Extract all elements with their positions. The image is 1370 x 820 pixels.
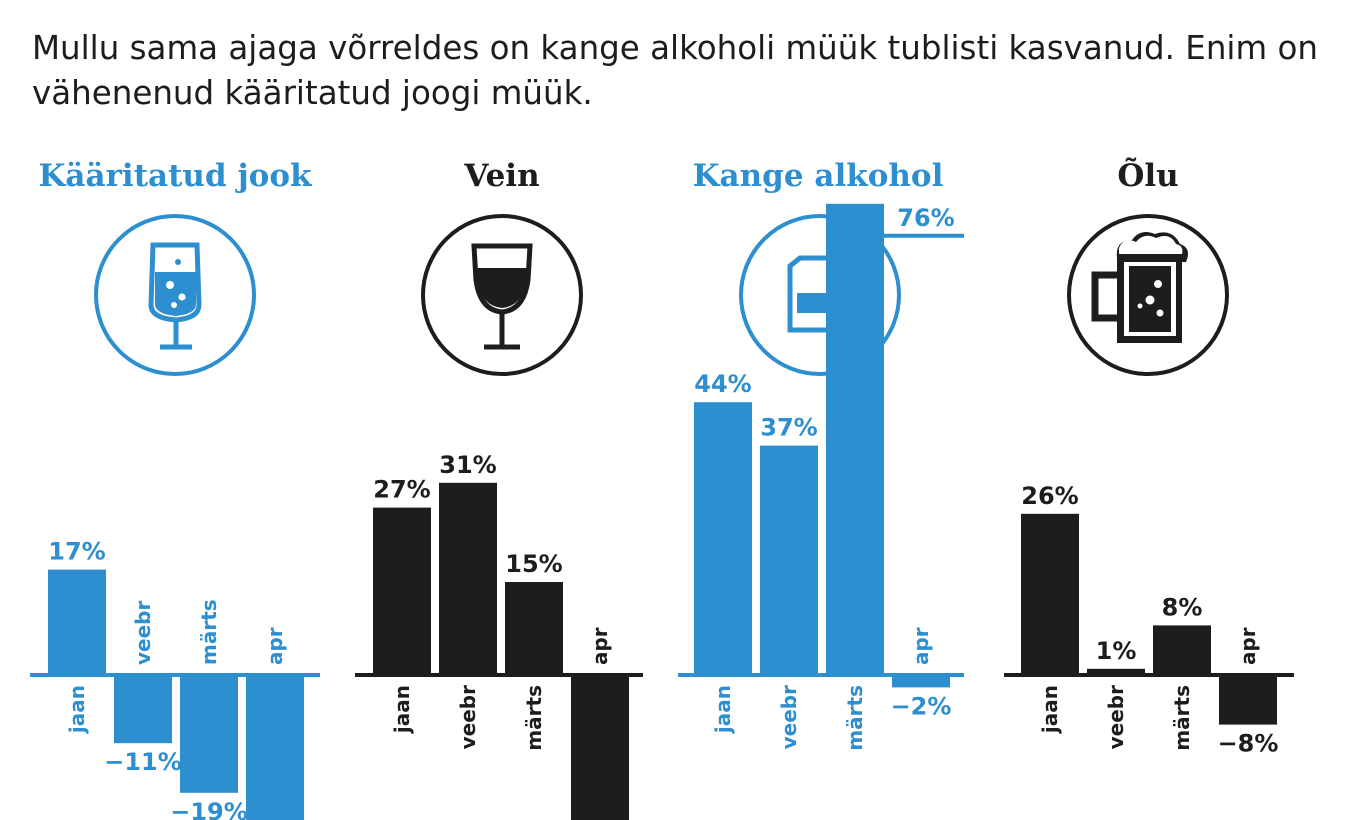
value-label: 15% bbox=[505, 550, 562, 578]
category-label: jaan bbox=[1038, 685, 1062, 734]
value-label: −11% bbox=[104, 748, 182, 776]
category-label: märts bbox=[1170, 685, 1194, 751]
bar bbox=[373, 507, 431, 675]
value-label: 31% bbox=[439, 451, 496, 479]
panel-title: Kääritatud jook bbox=[38, 158, 313, 194]
bar bbox=[180, 675, 238, 793]
value-label: 8% bbox=[1162, 593, 1203, 621]
bar bbox=[48, 569, 106, 675]
bar bbox=[892, 675, 950, 688]
bar bbox=[1087, 668, 1145, 675]
beer-mug-icon bbox=[1067, 214, 1229, 376]
category-label: apr bbox=[263, 627, 287, 665]
category-label: apr bbox=[588, 627, 612, 665]
category-label: märts bbox=[522, 685, 546, 751]
value-label: −19% bbox=[170, 798, 248, 820]
value-label: 44% bbox=[694, 370, 751, 398]
chart-panel: Kange alkohol 44% jaan 37% veebr 76% märts −2% a… bbox=[678, 158, 964, 751]
category-label: apr bbox=[909, 627, 933, 665]
value-label: 27% bbox=[373, 476, 430, 504]
category-label: märts bbox=[843, 685, 867, 751]
bar bbox=[114, 675, 172, 744]
chart-panels: Kääritatud jook 17% jaan −11% veebr −19% märts… bbox=[30, 156, 1294, 820]
value-label: 76% bbox=[897, 204, 954, 232]
bar bbox=[1153, 625, 1211, 675]
bar bbox=[1219, 675, 1277, 725]
value-label: 37% bbox=[760, 414, 817, 442]
chart-panel: Õlu 26% jaan 1% veebr 8% märts −8% apr bbox=[1004, 156, 1294, 758]
panel-title: Kange alkohol bbox=[693, 158, 944, 194]
value-label: −2% bbox=[891, 692, 952, 720]
bar bbox=[439, 482, 497, 675]
category-label: veebr bbox=[777, 685, 801, 749]
panel-title: Vein bbox=[463, 158, 539, 194]
bar bbox=[246, 675, 304, 820]
chart-panel: Vein 27% jaan 31% veebr 15% märts apr bbox=[355, 158, 643, 820]
bar bbox=[760, 445, 818, 675]
category-label: apr bbox=[1236, 627, 1260, 665]
wine-glass-icon bbox=[421, 214, 583, 376]
category-label: veebr bbox=[131, 601, 155, 665]
bar bbox=[694, 402, 752, 675]
bar bbox=[505, 582, 563, 675]
value-label: 26% bbox=[1021, 482, 1078, 510]
value-label: 1% bbox=[1096, 637, 1137, 665]
category-label: jaan bbox=[65, 685, 89, 734]
value-label: 17% bbox=[48, 538, 105, 566]
chart-panel: Kääritatud jook 17% jaan −11% veebr −19% märts… bbox=[30, 158, 320, 820]
category-label: veebr bbox=[1104, 685, 1128, 749]
bar bbox=[1021, 513, 1079, 675]
category-label: jaan bbox=[390, 685, 414, 734]
category-label: märts bbox=[197, 599, 221, 665]
panel-title: Õlu bbox=[1117, 156, 1178, 194]
bar bbox=[826, 203, 884, 676]
icons-layer bbox=[94, 214, 1229, 376]
category-label: jaan bbox=[711, 685, 735, 734]
subtitle: Mullu sama ajaga võrreldes on kange alko… bbox=[32, 29, 1318, 112]
champagne-flute-icon bbox=[94, 214, 256, 376]
category-label: veebr bbox=[456, 685, 480, 749]
value-label: −8% bbox=[1218, 730, 1279, 758]
bar bbox=[571, 675, 629, 820]
